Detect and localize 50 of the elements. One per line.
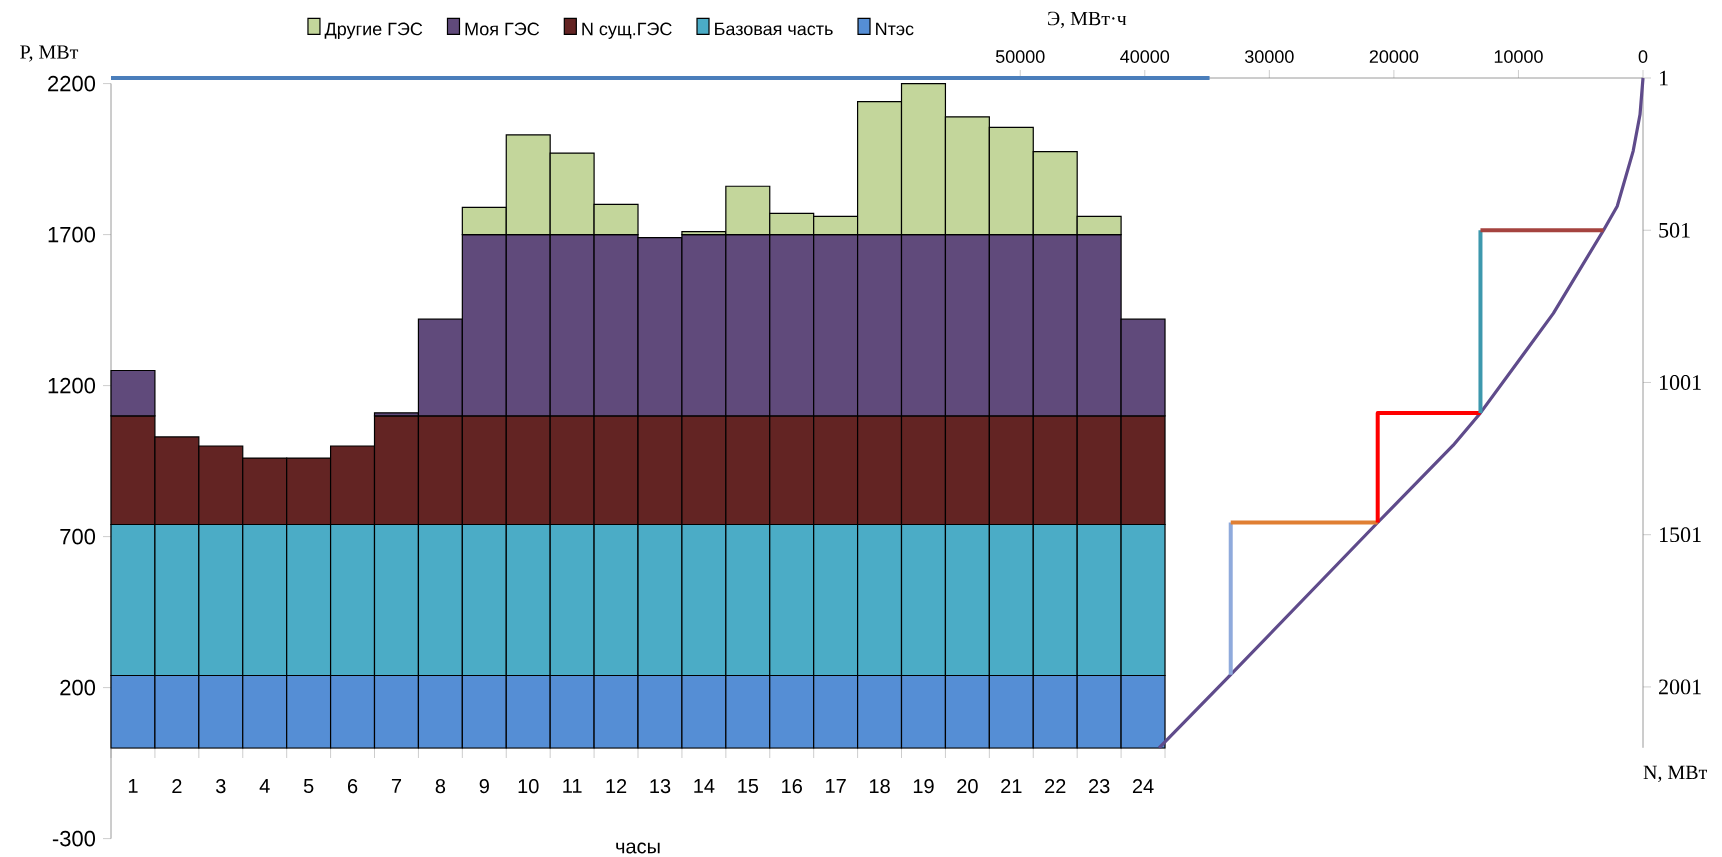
- x-tick-label: 11: [563, 779, 582, 793]
- y-tick-label: 2001: [1659, 679, 1701, 695]
- x-tick-label: 22: [1045, 779, 1066, 794]
- x-tick-label: 17: [826, 779, 846, 793]
- x-tick-label: 5: [303, 779, 314, 794]
- x-tick-label: 13: [650, 779, 671, 794]
- x-tick-label: 7: [391, 779, 402, 793]
- x-tick-label: 6: [347, 779, 358, 794]
- x-axis-title: часы: [616, 842, 660, 854]
- y-tick-label: 501: [1659, 222, 1690, 238]
- x-tick-label: 8: [435, 779, 446, 794]
- x-tick-label: 30000: [1245, 50, 1294, 63]
- y-tick-label: 1501: [1660, 527, 1701, 543]
- x-tick-label: 18: [869, 779, 890, 794]
- x-tick-label: 2: [172, 779, 182, 794]
- x-tick-label: 20: [957, 779, 978, 794]
- legend-label: N сущ.ГЭС: [582, 22, 672, 39]
- x-axis-title: Э, МВт·ч: [1048, 11, 1127, 29]
- x-tick-label: 9: [479, 779, 489, 794]
- legend-label: Другие ГЭС: [324, 22, 423, 39]
- y-tick-label: 1200: [48, 377, 96, 394]
- y-axis-title: P, МВт: [20, 45, 79, 62]
- x-tick-label: 50000: [995, 50, 1045, 63]
- x-tick-label: 24: [1132, 779, 1154, 794]
- x-tick-label: 15: [738, 779, 759, 794]
- x-tick-label: 14: [694, 779, 715, 793]
- x-tick-label: 21: [1001, 779, 1022, 794]
- x-tick-label: 10000: [1494, 50, 1543, 63]
- x-tick-label: 40000: [1120, 50, 1170, 63]
- x-tick-label: 19: [913, 779, 934, 794]
- y-tick-label: 200: [60, 679, 96, 696]
- y-tick-label: 2200: [48, 75, 96, 92]
- x-tick-label: 4: [259, 779, 270, 793]
- x-tick-label: 1: [128, 779, 138, 793]
- y-tick-label: 700: [60, 528, 96, 545]
- legend-label: Базовая часть: [715, 22, 833, 36]
- x-tick-label: 20000: [1369, 50, 1419, 63]
- x-tick-label: 3: [215, 779, 226, 794]
- legend-label: Nтэс: [876, 22, 914, 36]
- y-tick-label: 1700: [48, 226, 96, 243]
- legend-label: Моя ГЭС: [465, 22, 540, 36]
- x-tick-label: 16: [782, 779, 802, 794]
- y-tick-label: 1001: [1660, 375, 1701, 390]
- x-tick-label: 23: [1089, 779, 1110, 794]
- y-tick-label: 1: [1660, 70, 1668, 86]
- x-tick-label: 10: [518, 779, 539, 794]
- y-tick-label: -300: [52, 830, 96, 847]
- y-axis-title: N, МВт: [1643, 765, 1707, 783]
- x-tick-label: 0: [1638, 50, 1648, 63]
- x-tick-label: 12: [606, 779, 627, 794]
